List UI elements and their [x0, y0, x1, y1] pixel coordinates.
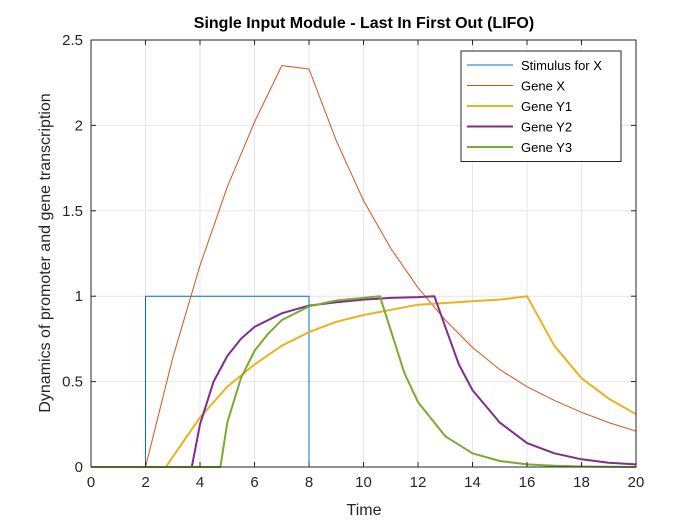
legend-label-1: Stimulus for X	[521, 58, 602, 73]
x-tick-label: 12	[410, 474, 427, 491]
legend-label-5: Gene Y3	[521, 140, 572, 155]
series-line-2	[91, 65, 637, 468]
chart-title: Single Input Module - Last In First Out …	[194, 15, 534, 32]
series-line-5	[91, 295, 637, 468]
x-tick-label: 0	[87, 474, 95, 491]
x-tick-label: 4	[196, 474, 204, 491]
x-axis-label: Time	[347, 502, 382, 519]
series-line-4	[91, 295, 637, 468]
legend: Stimulus for X Gene X Gene Y1 Gene Y2 Gene Y…	[460, 50, 622, 162]
y-axis-label: Dynamics of promoter and gene transcript…	[37, 93, 54, 412]
x-tick-label: 18	[573, 474, 590, 491]
x-tick-label: 14	[464, 474, 481, 491]
series-layer	[91, 65, 637, 468]
x-tick-label: 16	[519, 474, 536, 491]
y-tick-label: 2.5	[62, 32, 83, 49]
legend-label-2: Gene X	[521, 79, 565, 94]
x-tick-label: 8	[305, 474, 313, 491]
x-tick-label: 20	[628, 474, 645, 491]
x-tick-label: 6	[250, 474, 258, 491]
y-tick-label: 2	[75, 117, 83, 134]
y-tick-label: 1.5	[62, 203, 83, 220]
legend-label-4: Gene Y2	[521, 120, 572, 135]
x-tick-label: 10	[355, 474, 372, 491]
y-tick-label: 0	[75, 459, 83, 476]
legend-label-3: Gene Y1	[521, 99, 572, 114]
tick-layer: 0 2 4 6 8 10 12 14 16 18 20 0 0.5 1 1.5 2 2.5	[62, 32, 644, 491]
y-tick-label: 1	[75, 288, 83, 305]
x-tick-label: 2	[141, 474, 149, 491]
y-tick-label: 0.5	[62, 374, 83, 391]
